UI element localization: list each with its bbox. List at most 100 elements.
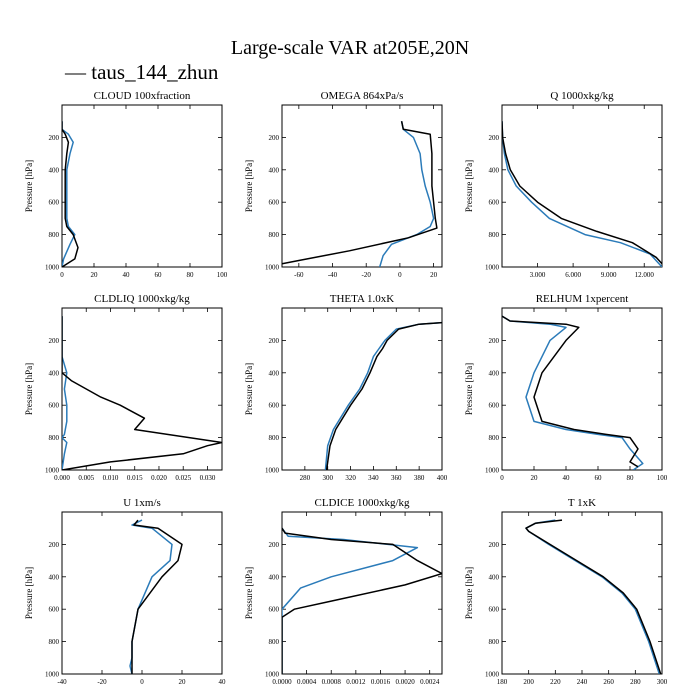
chart-panel: THETA 1.0xK Pressure [hPa] 200 400 600 800 100… — [244, 293, 448, 482]
x-tick-label: -40 — [57, 678, 67, 686]
y-axis-label: Pressure [hPa] — [244, 567, 254, 619]
x-tick-label: 0.0000 — [272, 678, 292, 686]
series-line — [502, 315, 644, 470]
panel-title: CLDLIQ 1000xkg/kg — [94, 293, 190, 305]
y-tick-label: 600 — [269, 402, 280, 410]
y-tick-label: 600 — [489, 606, 500, 614]
x-tick-label: 0 — [140, 678, 144, 686]
x-tick-label: 180 — [497, 678, 508, 686]
plot-frame — [281, 104, 443, 268]
series-line — [62, 121, 79, 267]
y-tick-label: 800 — [269, 434, 280, 442]
plot-frame — [61, 511, 223, 675]
x-tick-label: 0.000 — [54, 474, 70, 482]
panel-title: THETA 1.0xK — [330, 293, 395, 305]
x-tick-label: 0 — [60, 271, 64, 279]
x-tick-label: 240 — [577, 678, 588, 686]
legend-label: — taus_144_zhun — [64, 60, 219, 84]
y-tick-label: 600 — [49, 402, 60, 410]
x-tick-label: 220 — [550, 678, 561, 686]
y-tick-label: 800 — [49, 638, 60, 646]
y-tick-label: 200 — [269, 337, 280, 345]
chart-panel: CLDLIQ 1000xkg/kg Pressure [hPa] 200 400 600… — [24, 293, 223, 482]
x-tick-label: 0.030 — [200, 474, 216, 482]
y-tick-label: 800 — [269, 638, 280, 646]
y-tick-label: 200 — [489, 134, 500, 142]
x-tick-label: 80 — [627, 474, 635, 482]
x-tick-label: 0.0008 — [322, 678, 342, 686]
plot-frame — [501, 104, 663, 268]
y-tick-label: 800 — [269, 231, 280, 239]
series-line — [62, 121, 76, 267]
y-tick-label: 200 — [269, 134, 280, 142]
series-line — [325, 321, 442, 470]
series-line — [282, 527, 442, 674]
y-tick-label: 600 — [269, 606, 280, 614]
series-line — [525, 519, 661, 674]
y-axis-label: Pressure [hPa] — [24, 567, 34, 619]
x-tick-label: 0 — [398, 271, 402, 279]
series-line — [131, 519, 183, 674]
series-line — [129, 519, 173, 674]
y-axis-label: Pressure [hPa] — [244, 160, 254, 212]
x-tick-label: 300 — [657, 678, 668, 686]
x-tick-label: 20 — [531, 474, 539, 482]
x-tick-label: 0.0024 — [420, 678, 440, 686]
plot-frame — [281, 511, 443, 675]
x-tick-label: 340 — [368, 474, 379, 482]
panel-title: OMEGA 864xPa/s — [321, 90, 404, 102]
x-tick-label: 0.0004 — [297, 678, 317, 686]
y-tick-label: 1000 — [45, 264, 60, 272]
panel-title: U 1xm/s — [123, 497, 161, 509]
x-tick-label: 0.005 — [78, 474, 94, 482]
series-line — [62, 316, 68, 470]
x-tick-label: 0.010 — [103, 474, 119, 482]
x-tick-label: 0 — [500, 474, 504, 482]
x-tick-label: 0.020 — [151, 474, 167, 482]
x-tick-label: -20 — [97, 678, 107, 686]
x-tick-label: 380 — [414, 474, 425, 482]
x-tick-label: 20 — [430, 271, 438, 279]
x-tick-label: 0.0016 — [371, 678, 391, 686]
x-tick-label: 200 — [523, 678, 534, 686]
x-tick-label: 12.000 — [635, 271, 655, 279]
y-tick-label: 1000 — [485, 671, 500, 679]
y-axis-label: Pressure [hPa] — [464, 567, 474, 619]
x-tick-label: 280 — [300, 474, 311, 482]
y-axis-label: Pressure [hPa] — [24, 363, 34, 415]
x-tick-label: 20 — [179, 678, 187, 686]
x-tick-label: 100 — [217, 271, 228, 279]
x-tick-label: 300 — [322, 474, 333, 482]
chart-panel: CLDICE 1000xkg/kg Pressure [hPa] 200 400 600… — [244, 497, 443, 686]
plot-frame — [61, 104, 223, 268]
x-tick-label: 0.0020 — [395, 678, 415, 686]
series-line — [502, 121, 662, 267]
y-tick-label: 200 — [489, 541, 500, 549]
x-tick-label: 40 — [123, 271, 131, 279]
y-axis-label: Pressure [hPa] — [464, 363, 474, 415]
x-tick-label: 20 — [91, 271, 99, 279]
series-line — [525, 519, 662, 674]
y-axis-label: Pressure [hPa] — [244, 363, 254, 415]
y-tick-label: 200 — [269, 541, 280, 549]
y-tick-label: 800 — [489, 638, 500, 646]
y-tick-label: 1000 — [265, 671, 280, 679]
y-tick-label: 400 — [489, 369, 500, 377]
x-tick-label: -20 — [362, 271, 372, 279]
x-tick-label: 60 — [155, 271, 163, 279]
x-tick-label: 400 — [437, 474, 448, 482]
x-tick-label: 280 — [630, 678, 641, 686]
plot-frame — [501, 511, 663, 675]
y-tick-label: 600 — [49, 606, 60, 614]
y-axis-label: Pressure [hPa] — [464, 160, 474, 212]
y-tick-label: 1000 — [45, 467, 60, 475]
y-tick-label: 400 — [489, 166, 500, 174]
series-line — [282, 527, 419, 674]
x-tick-label: 40 — [219, 678, 227, 686]
x-tick-label: 0.015 — [127, 474, 143, 482]
series-line — [502, 315, 639, 468]
